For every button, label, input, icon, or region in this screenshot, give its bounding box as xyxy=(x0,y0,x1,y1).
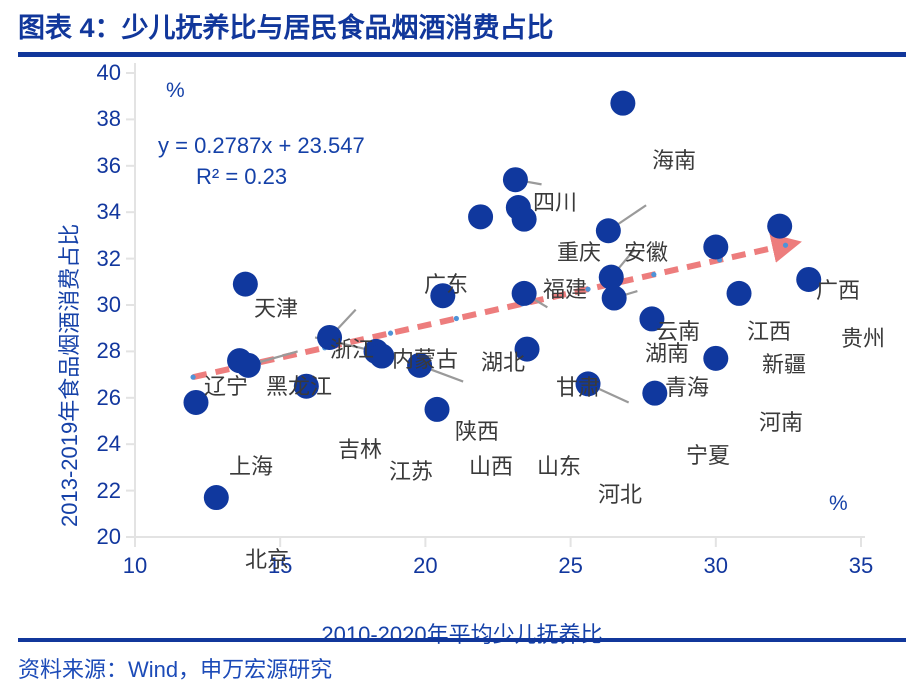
y-tick-label: 24 xyxy=(96,431,121,457)
scatter-plot-svg xyxy=(126,63,865,547)
point-label-gansu: 甘肃 xyxy=(556,375,601,400)
data-point[interactable] xyxy=(601,285,627,311)
x-tick-label: 30 xyxy=(703,553,729,578)
point-label-hubei: 湖北 xyxy=(481,350,526,375)
data-point[interactable] xyxy=(430,283,456,309)
data-point[interactable] xyxy=(369,343,395,369)
source-note: 资料来源：Wind，申万宏源研究 xyxy=(18,657,333,682)
plot-area: 20 22 24 26 28 30 32 34 36 38 40 10 15 20 25 30 35 海南四川… xyxy=(0,57,924,647)
x-tick-label: 20 xyxy=(413,553,438,578)
point-label-hunan: 湖南 xyxy=(645,341,690,366)
data-point[interactable] xyxy=(235,352,261,378)
data-point[interactable] xyxy=(232,271,258,297)
x-tick-label: 10 xyxy=(122,553,148,578)
axes-layer xyxy=(126,63,865,547)
point-label-ningxia: 宁夏 xyxy=(686,443,731,468)
y-tick-label: 26 xyxy=(96,384,121,410)
x-unit-percent: % xyxy=(829,492,848,515)
data-point[interactable] xyxy=(203,485,229,511)
x-tick-label: 25 xyxy=(558,553,583,578)
y-unit-percent: % xyxy=(166,79,185,102)
y-tick-label: 20 xyxy=(96,524,121,549)
point-label-jiangxi: 江西 xyxy=(747,319,792,344)
data-point[interactable] xyxy=(642,380,668,406)
chart-title-bar: 图表 4：少儿抚养比与居民食品烟酒消费占比 xyxy=(18,10,906,56)
x-tick-label: 15 xyxy=(267,553,293,578)
data-point[interactable] xyxy=(703,234,729,260)
point-label-heilongjiang: 黑龙江 xyxy=(266,374,333,399)
data-point[interactable] xyxy=(514,336,540,362)
data-point[interactable] xyxy=(293,373,319,399)
point-label-chongqing: 重庆 xyxy=(557,240,602,265)
point-label-hebei: 河北 xyxy=(598,482,643,507)
data-point[interactable] xyxy=(511,206,537,232)
y-tick-label: 30 xyxy=(96,292,121,317)
point-label-jiangsu: 江苏 xyxy=(389,459,434,484)
data-point[interactable] xyxy=(424,396,450,422)
data-point[interactable] xyxy=(610,90,636,116)
point-label-shandong: 山东 xyxy=(537,454,582,479)
data-point[interactable] xyxy=(595,218,621,244)
data-point[interactable] xyxy=(796,266,822,292)
data-point[interactable] xyxy=(703,345,729,371)
y-tick-label: 34 xyxy=(96,199,121,225)
footer-divider xyxy=(18,638,906,642)
point-label-liaoning: 辽宁 xyxy=(204,374,249,399)
point-label-guangdong: 广东 xyxy=(424,272,469,297)
point-label-guangxi: 广西 xyxy=(816,278,861,303)
point-label-anhui: 安徽 xyxy=(624,240,669,265)
y-tick-label: 32 xyxy=(96,245,121,271)
regression-equation: y = 0.2787x + 23.547 xyxy=(158,133,365,158)
data-point[interactable] xyxy=(575,371,601,397)
point-label-yunnan: 云南 xyxy=(656,319,701,344)
y-tick-label: 38 xyxy=(96,106,121,132)
point-label-neimenggu: 内蒙古 xyxy=(392,347,459,372)
y-tick-label: 22 xyxy=(96,477,121,503)
data-point[interactable] xyxy=(183,389,209,415)
x-tick-label: 35 xyxy=(848,553,874,578)
data-point[interactable] xyxy=(639,306,665,332)
y-tick-label: 28 xyxy=(96,338,121,364)
data-point[interactable] xyxy=(767,213,793,239)
point-label-jilin: 吉林 xyxy=(338,437,383,462)
data-point[interactable] xyxy=(598,264,624,290)
y-tick-label: 36 xyxy=(96,152,121,178)
data-point[interactable] xyxy=(317,324,343,350)
data-point[interactable] xyxy=(468,204,494,230)
data-point[interactable] xyxy=(407,352,433,378)
page-title: 图表 4：少儿抚养比与居民食品烟酒消费占比 xyxy=(18,13,554,43)
point-label-qinghai: 青海 xyxy=(665,375,710,400)
point-label-zhejiang: 浙江 xyxy=(330,337,375,362)
point-label-tianjin: 天津 xyxy=(254,296,299,321)
point-label-beijing: 北京 xyxy=(245,547,290,572)
point-label-hainan: 海南 xyxy=(652,148,697,173)
point-label-fujian: 福建 xyxy=(543,277,588,302)
point-label-shanghai: 上海 xyxy=(229,454,274,479)
r-squared-value: R² = 0.23 xyxy=(196,164,288,189)
point-label-shaanxi: 陕西 xyxy=(455,419,500,444)
y-tick-label: 40 xyxy=(96,60,121,85)
point-label-shanxi: 山西 xyxy=(469,454,514,479)
data-point[interactable] xyxy=(726,280,752,306)
data-point[interactable] xyxy=(511,280,537,306)
point-label-guizhou: 贵州 xyxy=(841,326,886,351)
point-label-sichuan: 四川 xyxy=(533,190,578,215)
point-label-xinjiang: 新疆 xyxy=(762,352,807,377)
y-axis-title: 2013-2019年食品烟酒消费占比 xyxy=(57,223,82,527)
data-points-layer xyxy=(183,90,822,511)
title-divider xyxy=(18,52,906,57)
data-point[interactable] xyxy=(502,167,528,193)
point-label-henan: 河南 xyxy=(759,410,804,435)
x-axis-title: 2010-2020年平均少儿抚养比 xyxy=(321,622,603,647)
